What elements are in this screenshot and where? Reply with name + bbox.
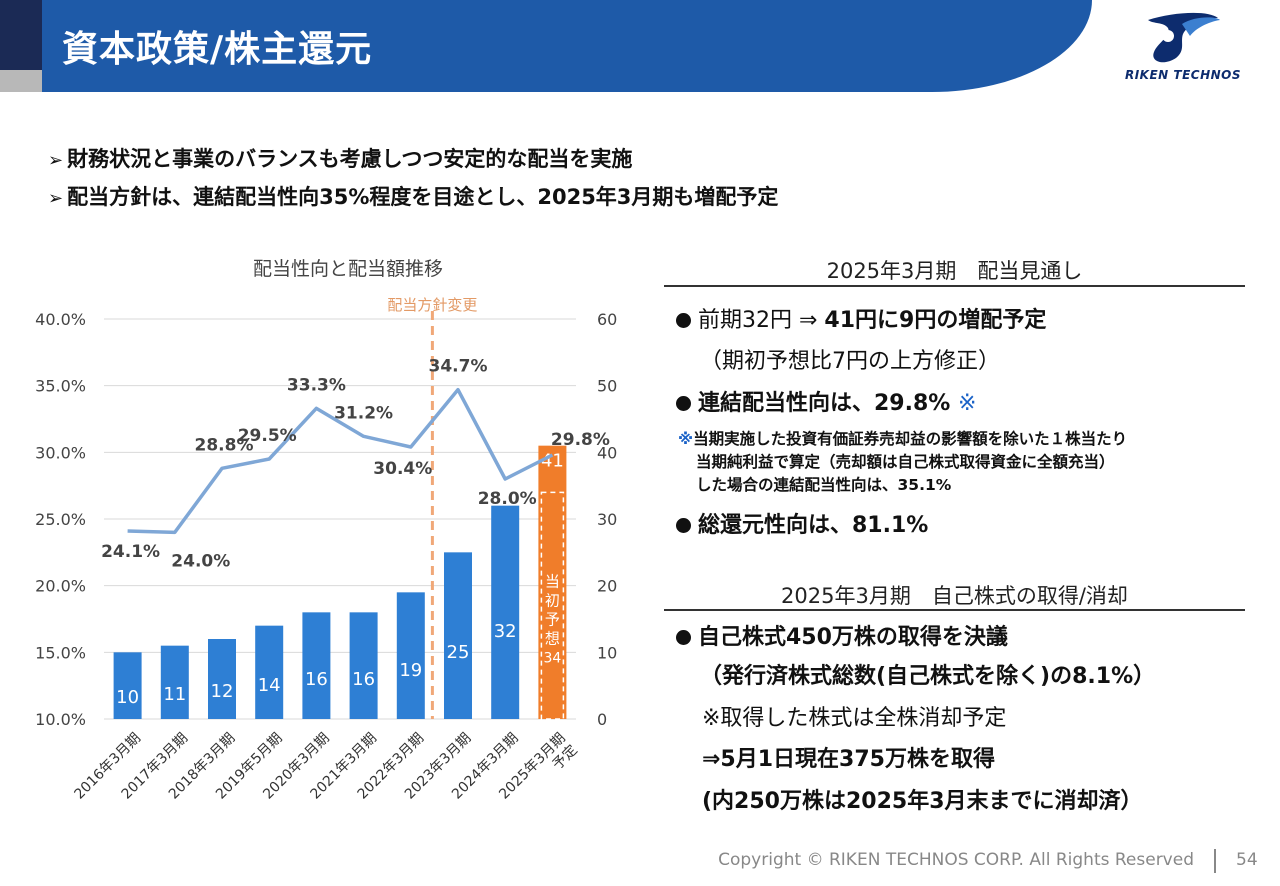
bar-value-label: 16	[352, 669, 375, 690]
outlook-title: 2025年3月期 配当見通し	[826, 259, 1083, 283]
bar	[113, 652, 142, 719]
bar	[491, 505, 520, 719]
initial-forecast-value: 34	[543, 650, 561, 666]
buyback-line-1-text: 自己株式450万株の取得を決議	[698, 625, 1008, 650]
outlook-line-1-bold: 41円に9円の増配予定	[824, 308, 1047, 333]
bar-value-label: 12	[211, 681, 234, 702]
bar-value-label: 41	[541, 451, 564, 472]
outlook-line-3: 連結配当性向は、29.8% ※	[676, 385, 976, 417]
outlook-note-1: ※当期実施した投資有価証券売却益の影響額を除いた１株当たり	[678, 427, 1127, 449]
initial-forecast-char: 初	[545, 591, 560, 609]
line-value-label: 31.2%	[334, 403, 393, 423]
riken-logo-icon	[1148, 12, 1220, 63]
bar	[255, 625, 284, 719]
outlook-line-1-pre: 前期32円 ⇒	[698, 308, 825, 333]
note-mark: ※	[678, 430, 694, 448]
page-number: 54	[1236, 850, 1258, 870]
outlook-divider	[664, 285, 1245, 287]
y-left-tick-label: 40.0%	[35, 310, 86, 329]
outlook-line-2: （期初予想比7円の上方修正）	[700, 349, 1000, 374]
dividend-chart: 10.0% 15.0% 20.0% 25.0% 30.0% 35.0% 40.0% 0 10 20…	[35, 296, 617, 803]
copyright: Copyright © RIKEN TECHNOS CORP. All Righ…	[718, 850, 1194, 870]
y-left-tick-label: 30.0%	[35, 443, 86, 462]
bar-forecast	[538, 445, 567, 719]
initial-forecast-char: 当	[545, 572, 560, 590]
bar-value-label: 14	[258, 675, 281, 696]
initial-forecast-char: 予	[545, 610, 560, 628]
bar-value-label: 10	[116, 687, 139, 708]
initial-forecast-char: 想	[545, 629, 560, 647]
bar	[349, 612, 378, 719]
page-title: 資本政策/株主還元	[62, 29, 373, 70]
y-right-tick-label: 20	[597, 577, 617, 596]
y-left-tick-label: 15.0%	[35, 643, 86, 662]
arrow-bullet-icon: ➢	[48, 188, 64, 209]
header-accent-gray	[0, 70, 42, 92]
bar-value-label: 16	[305, 669, 328, 690]
payout-ratio-line	[127, 387, 554, 535]
y-right-tick-label: 10	[597, 643, 617, 662]
buyback-line-3: ※取得した株式は全株消却予定	[702, 706, 1007, 731]
logo-text: RIKEN TECHNOS	[1124, 68, 1242, 82]
buyback-line-4: ⇒5月1日現在375万株を取得	[702, 747, 995, 772]
outlook-note-2: 当期純利益で算定（売却額は自己株式取得資金に全額充当）	[696, 453, 1115, 471]
line-value-label: 28.0%	[478, 489, 537, 509]
bullet-dot-icon	[676, 518, 691, 533]
outlook-line-3-text: 連結配当性向は、29.8%	[698, 391, 958, 416]
buyback-line-2: （発行済株式総数(自己株式を除く)の8.1%）	[700, 664, 1156, 689]
bar-value-label: 11	[163, 684, 186, 705]
bullet-dot-icon	[676, 630, 691, 645]
y-right-tick-label: 30	[597, 510, 617, 529]
bar-value-label: 32	[494, 621, 517, 642]
bar-value-label: 19	[399, 660, 422, 681]
buyback-divider	[664, 609, 1245, 611]
note-1-text: 当期実施した投資有価証券売却益の影響額を除いた１株当たり	[693, 430, 1128, 448]
y-left-tick-label: 20.0%	[35, 577, 86, 596]
buyback-line-5: (内250万株は2025年3月末までに消却済）	[702, 789, 1143, 814]
line-value-label: 24.0%	[171, 551, 230, 571]
outlook-line-4-text: 総還元性向は、81.1%	[698, 513, 929, 538]
bullet-dot-icon	[676, 313, 691, 328]
outlook-note-3: した場合の連結配当性向は、35.1%	[696, 476, 952, 494]
y-right-tick-label: 40	[597, 443, 617, 462]
line-value-label: 33.3%	[287, 375, 346, 395]
line-value-label: 24.1%	[101, 542, 160, 562]
bullet-dot-icon	[676, 396, 691, 411]
outlook-line-3-mark: ※	[957, 391, 977, 416]
y-right-tick-label: 60	[597, 310, 617, 329]
line-value-label: 28.8%	[195, 435, 254, 455]
outlook-line-4: 総還元性向は、81.1%	[676, 507, 928, 539]
y-right-tick-label: 50	[597, 377, 617, 396]
bar	[302, 612, 331, 719]
line-value-label: 29.5%	[238, 426, 297, 446]
bullet-1-text: 財務状況と事業のバランスも考慮しつつ安定的な配当を実施	[67, 147, 633, 171]
bar-value-label: 25	[447, 642, 470, 663]
line-value-label: 30.4%	[373, 459, 432, 479]
bar	[208, 639, 236, 719]
bullet-2: ➢ 配当方針は、連結配当性向35%程度を目途とし、2025年3月期も増配予定	[48, 181, 778, 211]
bar	[396, 592, 425, 719]
chart-title: 配当性向と配当額推移	[252, 258, 443, 280]
bullet-2-text: 配当方針は、連結配当性向35%程度を目途とし、2025年3月期も増配予定	[67, 185, 779, 209]
y-left-tick-label: 10.0%	[35, 710, 86, 729]
initial-forecast-box	[540, 491, 565, 720]
line-value-label: 29.8%	[551, 430, 610, 450]
arrow-bullet-icon: ➢	[48, 150, 64, 171]
bar	[444, 552, 472, 719]
buyback-line-1: 自己株式450万株の取得を決議	[676, 619, 1008, 651]
line-value-label: 34.7%	[429, 357, 488, 377]
bullet-1: ➢ 財務状況と事業のバランスも考慮しつつ安定的な配当を実施	[48, 143, 632, 173]
bar	[160, 645, 189, 719]
y-right-tick-label: 0	[597, 710, 607, 729]
header-band	[42, 0, 1092, 92]
outlook-line-1: 前期32円 ⇒ 41円に9円の増配予定	[676, 302, 1046, 334]
y-left-tick-label: 25.0%	[35, 510, 86, 529]
policy-change-label: 配当方針変更	[387, 296, 477, 314]
buyback-title: 2025年3月期 自己株式の取得/消却	[781, 584, 1128, 608]
footer-divider	[1214, 849, 1216, 873]
y-left-tick-label: 35.0%	[35, 377, 86, 396]
